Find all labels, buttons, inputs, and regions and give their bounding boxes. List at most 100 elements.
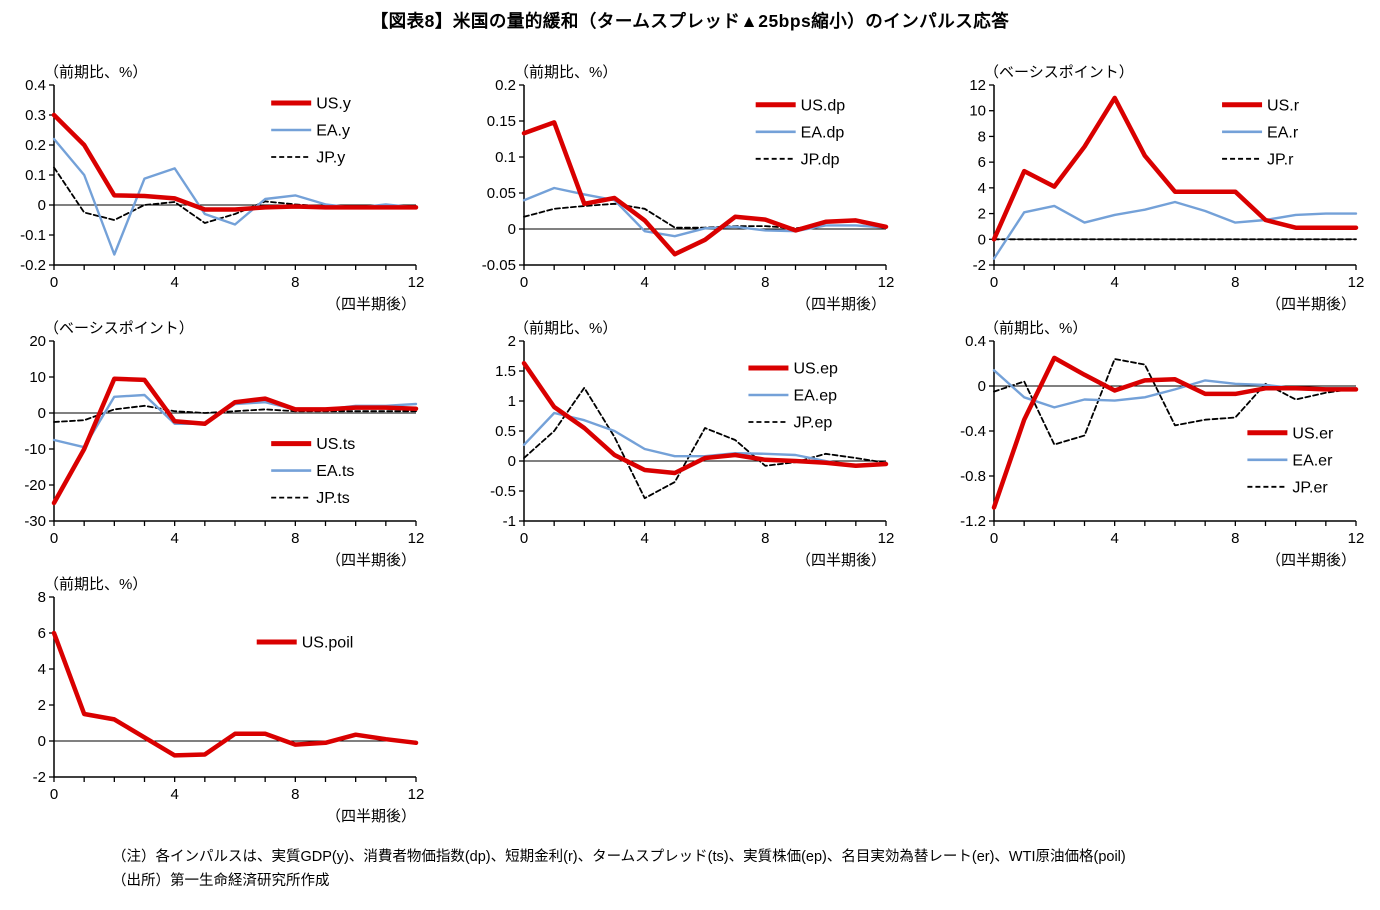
x-axis-label: （四半期後）	[326, 296, 416, 313]
x-tick-label: 4	[170, 530, 178, 547]
legend-label: US.y	[316, 96, 351, 113]
x-tick-label: 8	[291, 786, 299, 803]
y-tick-label: 6	[38, 625, 46, 642]
y-tick-label: 12	[969, 77, 986, 94]
y-tick-label: -0.4	[960, 423, 986, 440]
legend-label: EA.dp	[801, 124, 845, 141]
legend-label: EA.ts	[316, 463, 354, 480]
x-tick-label: 12	[1348, 530, 1365, 547]
x-tick-label: 12	[408, 530, 425, 547]
figure-title: 【図表8】米国の量的緩和（タームスプレッド▲25bps縮小）のインパルス応答	[370, 11, 1010, 31]
series-JP.ep	[523, 386, 887, 500]
chart-us-y: -0.2 -0.1 0 0.1 0.2 0.3 0.4 0 4 8 12 （前期比、%） （四半期後） U…	[8, 60, 448, 315]
x-tick-label: 12	[408, 786, 425, 803]
y-tick-label: 2	[38, 697, 46, 714]
series-US.ep	[521, 360, 889, 476]
axes	[993, 341, 1356, 522]
x-tick-label: 4	[1110, 274, 1118, 291]
y-tick-label: -30	[24, 513, 46, 530]
legend-label: JP.r	[1267, 151, 1294, 168]
legend-label: EA.er	[1292, 452, 1333, 469]
y-tick-label: 8	[978, 128, 986, 145]
chart-us-r: -2 0 2 4 6 8 10 12 0 4 8 12 （ベーシスポイント） （四半期後） US.r EA.r…	[948, 60, 1380, 315]
x-tick-label: 4	[170, 786, 178, 803]
series-US.ts	[51, 376, 419, 506]
x-tick-label: 0	[520, 274, 528, 291]
y-tick-label: -0.8	[960, 468, 986, 485]
legend-label: JP.er	[1292, 479, 1328, 496]
y-tick-label: 0	[978, 378, 986, 395]
y-tick-label: -1.2	[960, 513, 986, 530]
legend-label: EA.ep	[793, 388, 837, 405]
y-tick-label: 2	[978, 206, 986, 223]
axes	[53, 341, 416, 522]
x-tick-label: 0	[990, 530, 998, 547]
chart-us-poil: -2 0 2 4 6 8 0 4 8 12 （前期比、%） （四半期後） US.poil	[8, 572, 448, 827]
x-tick-label: 0	[50, 530, 58, 547]
y-tick-label: 1	[508, 393, 516, 410]
y-tick-label: -0.05	[482, 257, 516, 274]
x-tick-label: 4	[640, 530, 648, 547]
x-axis-label: （四半期後）	[796, 552, 886, 569]
y-tick-label: 0	[978, 231, 986, 248]
y-tick-label: 0.2	[495, 77, 516, 94]
legend-label: EA.y	[316, 123, 350, 140]
y-tick-label: 0.3	[25, 107, 46, 124]
x-tick-label: 4	[170, 274, 178, 291]
x-tick-label: 0	[520, 530, 528, 547]
y-tick-label: -1	[503, 513, 516, 530]
series-JP.er	[993, 358, 1357, 446]
legend-label: US.r	[1267, 97, 1300, 114]
chart-us-er: -1.2 -0.8 -0.4 0 0.4 0 4 8 12 （前期比、%） （四半期後） US.er E…	[948, 316, 1380, 571]
axes	[53, 597, 416, 778]
series-EA.dp	[522, 186, 888, 238]
x-tick-label: 0	[50, 274, 58, 291]
chart-us-ep: -1 -0.5 0 0.5 1 1.5 2 0 4 8 12 （前期比、%） （四半期後） US.ep EA…	[478, 316, 918, 571]
y-tick-label: -0.2	[20, 257, 46, 274]
series-US.r	[991, 95, 1359, 242]
series-JP.y	[53, 166, 417, 224]
y-tick-label: 10	[969, 103, 986, 120]
axes	[53, 85, 416, 266]
unit-label: （ベーシスポイント）	[984, 64, 1134, 81]
unit-label: （前期比、%）	[984, 320, 1087, 337]
y-tick-label: 8	[38, 589, 46, 606]
x-tick-label: 12	[1348, 274, 1365, 291]
y-tick-label: 0.1	[495, 149, 516, 166]
legend-label: JP.ts	[316, 490, 350, 507]
x-axis-label: （四半期後）	[1266, 552, 1356, 569]
legend-label: US.er	[1292, 425, 1334, 442]
x-tick-label: 12	[408, 274, 425, 291]
y-tick-label: 0.1	[25, 167, 46, 184]
x-tick-label: 8	[291, 274, 299, 291]
series-US.poil	[51, 630, 419, 758]
source-line: （出所）第一生命経済研究所作成	[112, 873, 330, 889]
legend-label: US.ep	[793, 361, 838, 378]
x-tick-label: 8	[761, 274, 769, 291]
y-tick-label: 6	[978, 154, 986, 171]
legend-label: EA.r	[1267, 124, 1299, 141]
y-tick-label: -20	[24, 477, 46, 494]
series-US.er	[991, 355, 1359, 510]
y-tick-label: 0.05	[487, 185, 516, 202]
unit-label: （ベーシスポイント）	[44, 320, 194, 337]
axes	[523, 85, 886, 266]
unit-label: （前期比、%）	[44, 576, 147, 593]
unit-label: （前期比、%）	[44, 64, 147, 81]
x-tick-label: 4	[1110, 530, 1118, 547]
y-tick-label: 0.15	[487, 113, 516, 130]
y-tick-label: 0	[38, 733, 46, 750]
y-tick-label: 0	[508, 453, 516, 470]
x-axis-label: （四半期後）	[326, 808, 416, 825]
x-tick-label: 0	[50, 786, 58, 803]
x-tick-label: 4	[640, 274, 648, 291]
legend-label: US.ts	[316, 436, 355, 453]
y-tick-label: 10	[29, 369, 46, 386]
x-tick-label: 12	[878, 530, 895, 547]
y-tick-label: 0.4	[965, 333, 986, 350]
y-tick-label: 4	[978, 180, 986, 197]
series-US.dp	[521, 120, 889, 257]
legend-label: US.poil	[302, 635, 354, 652]
y-tick-label: 0	[38, 197, 46, 214]
axes	[993, 85, 1356, 266]
